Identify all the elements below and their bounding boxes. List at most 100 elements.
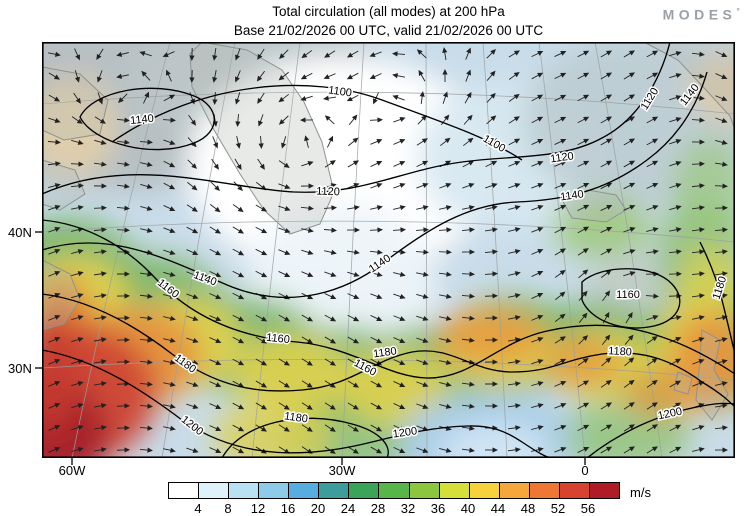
wind-arrow (531, 183, 544, 189)
wind-arrow (139, 381, 153, 387)
wind-arrow (116, 139, 130, 145)
wind-arrow (669, 424, 682, 432)
wind-arrow (623, 424, 635, 432)
wind-arrow (554, 403, 567, 409)
wind-arrow (48, 403, 61, 409)
wind-arrow (692, 425, 705, 431)
wind-arrow (278, 205, 291, 211)
wind-arrow (554, 94, 567, 102)
wind-arrow (74, 70, 80, 83)
wind-arrow (623, 205, 636, 211)
wind-arrow (462, 160, 475, 168)
wind-arrow (668, 271, 682, 277)
wind-arrow (600, 50, 613, 58)
wind-arrow (232, 358, 245, 366)
wind-arrow (646, 315, 659, 321)
wind-arrow (212, 136, 218, 149)
wind-arrow (531, 227, 544, 233)
wind-arrow (232, 204, 244, 213)
wind-arrow (235, 48, 241, 61)
wind-arrow (577, 94, 590, 102)
wind-arrow (669, 183, 682, 189)
wind-arrow (416, 293, 429, 299)
wind-arrow (370, 315, 383, 321)
wind-arrow (323, 73, 336, 79)
wind-arrow (116, 337, 130, 343)
wind-arrow (278, 115, 289, 125)
wind-arrow (484, 359, 498, 365)
wind-arrow (668, 249, 682, 255)
wind-arrow (186, 403, 199, 409)
wind-arrow (369, 51, 382, 57)
wind-arrow (463, 114, 473, 125)
wind-arrow (578, 269, 589, 279)
wind-arrow (93, 161, 107, 167)
wind-arrow (186, 226, 199, 234)
wind-arrow (554, 336, 566, 344)
y-axis-tick-label: 40N (8, 225, 32, 240)
wind-arrow (461, 249, 475, 255)
wind-arrow (347, 446, 359, 454)
wind-arrow (48, 205, 61, 211)
colorbar-tick-label: 4 (194, 501, 202, 516)
wind-arrow (600, 402, 612, 410)
wind-arrow (326, 135, 334, 148)
wind-arrow (255, 402, 268, 410)
wind-arrow (301, 402, 313, 410)
wind-arrow (393, 381, 406, 387)
colorbar-tick-label: 8 (224, 501, 232, 516)
wind-arrow (484, 271, 498, 277)
contour-label: 1160 (266, 332, 291, 346)
wind-arrow (416, 271, 429, 277)
wind-arrow (393, 293, 406, 299)
colorbar-segment (439, 483, 470, 498)
wind-arrow (465, 47, 471, 60)
wind-arrow (346, 227, 360, 233)
wind-arrow (370, 161, 383, 167)
wind-arrow (439, 337, 452, 343)
wind-arrow (669, 227, 682, 233)
wind-arrow (48, 359, 61, 365)
wind-arrow (48, 381, 61, 387)
wind-arrow (301, 336, 313, 344)
wind-arrow (255, 226, 268, 234)
wind-arrow (531, 337, 544, 343)
modes-logo-degree: ° (736, 6, 740, 16)
wind-arrow (370, 424, 383, 432)
wind-arrow (485, 160, 498, 168)
wind-arrow (439, 205, 452, 211)
wind-arrow (600, 424, 613, 432)
wind-arrow (209, 337, 222, 343)
wind-arrow (508, 71, 520, 80)
wind-arrow (370, 183, 383, 189)
wind-arrow (94, 403, 107, 409)
wind-arrow (508, 293, 521, 299)
wind-arrow (508, 183, 521, 189)
wind-arrow (392, 51, 406, 57)
colorbar-tick-label: 24 (340, 501, 356, 516)
wind-arrow (669, 95, 682, 101)
wind-arrow (416, 138, 428, 146)
wind-arrow (715, 381, 728, 387)
wind-arrow (646, 446, 658, 454)
wind-arrow (94, 359, 107, 365)
wind-arrow (623, 271, 636, 277)
colorbar-tick-label: 32 (400, 501, 416, 516)
wind-arrow (393, 337, 406, 343)
wind-arrow (464, 91, 472, 104)
wind-arrow (140, 161, 153, 167)
axis-ticks (35, 231, 586, 465)
wind-arrow (370, 293, 383, 299)
colorbar-segment (199, 483, 230, 498)
wind-arrow (116, 447, 130, 453)
wind-arrow (646, 402, 658, 410)
wind-arrow (438, 249, 452, 255)
y-axis-tick-label: 30N (8, 361, 32, 376)
wind-arrow (139, 425, 153, 431)
wind-arrow (715, 337, 728, 343)
wind-arrow (163, 249, 176, 255)
wind-arrow (439, 293, 452, 299)
wind-arrow (416, 337, 429, 343)
wind-arrow (392, 73, 405, 79)
wind-arrow (163, 182, 176, 190)
